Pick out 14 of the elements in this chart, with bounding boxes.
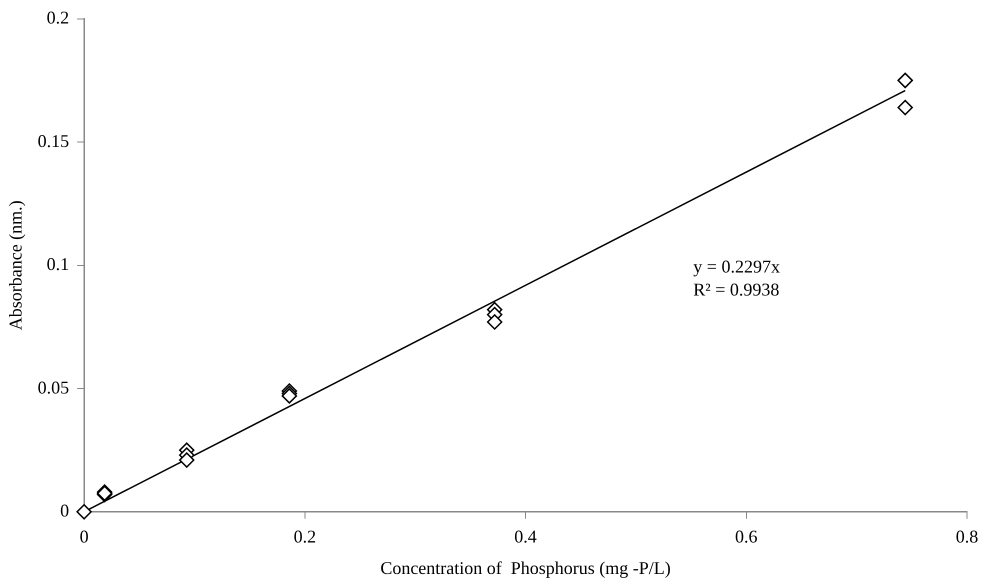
x-tick-label: 0.4: [514, 526, 537, 546]
y-tick-label: 0: [60, 500, 70, 521]
x-tick-label: 0.6: [735, 526, 758, 546]
x-tick-label: 0: [80, 526, 89, 546]
annotation: R² = 0.9938: [693, 280, 780, 300]
x-axis-title: Concentration of Phosphorus (mg -P/L): [380, 558, 671, 578]
y-axis-title: Absorbance (nm.): [6, 200, 26, 330]
x-tick-label: 0.2: [294, 526, 316, 546]
x-tick-label: 0.8: [956, 526, 978, 546]
y-tick-label: 0.05: [38, 377, 70, 398]
y-tick-label: 0.2: [46, 8, 70, 28]
annotation: y = 0.2297x: [693, 256, 780, 276]
y-tick-label: 0.1: [46, 254, 70, 274]
y-tick-label: 0.15: [38, 130, 70, 151]
